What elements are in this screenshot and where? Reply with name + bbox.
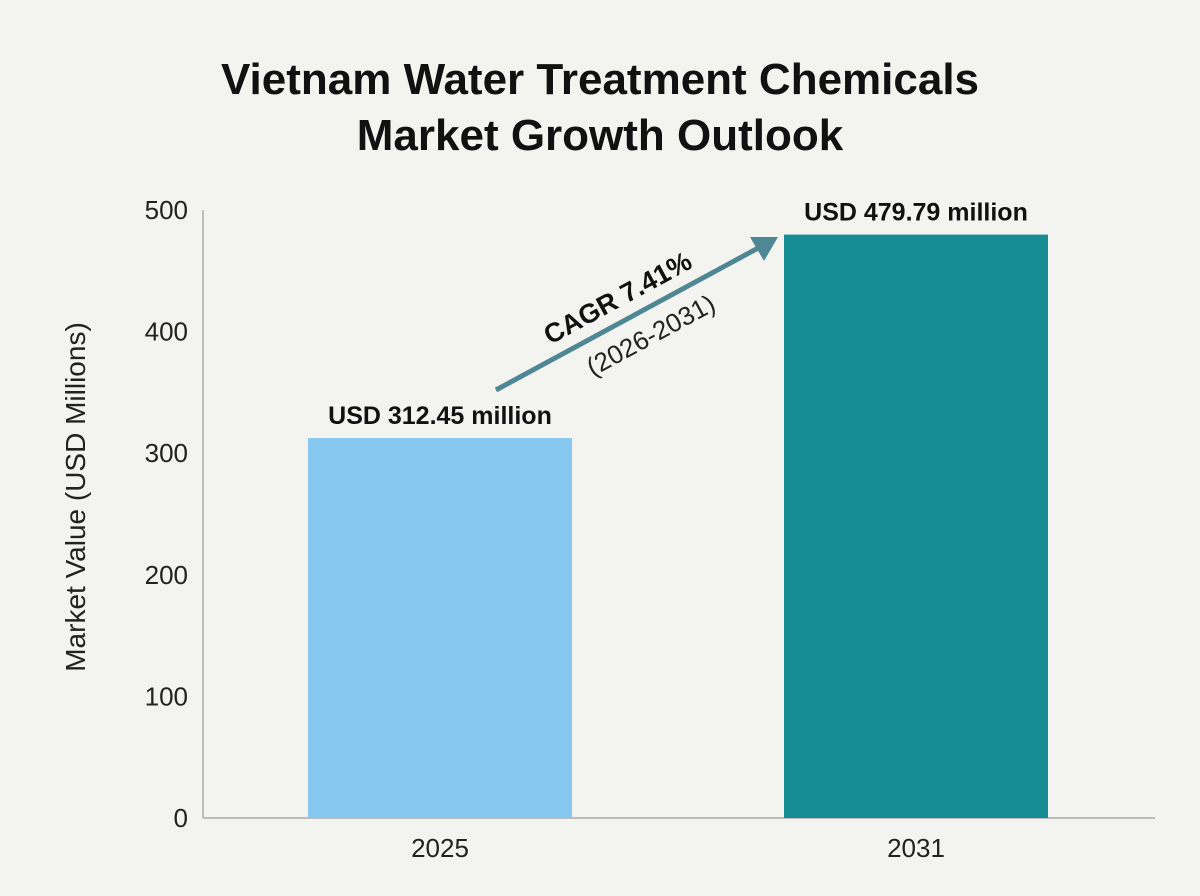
y-tick-labels: 0 100 200 300 400 500 (145, 195, 188, 833)
y-axis-title: Market Value (USD Millions) (60, 322, 91, 672)
bar-data-label: USD 479.79 million (804, 199, 1028, 227)
x-tick-label: 2025 (411, 833, 469, 863)
bar-data-labels: USD 312.45 million USD 479.79 million (328, 199, 1028, 430)
y-tick-label: 300 (145, 438, 188, 468)
y-tick-label: 100 (145, 681, 188, 711)
y-tick-label: 0 (174, 803, 188, 833)
cagr-arrow-head (750, 237, 778, 261)
bars (308, 234, 1048, 818)
y-tick-label: 400 (145, 317, 188, 347)
cagr-arrow (494, 244, 762, 393)
chart-title: Vietnam Water Treatment Chemicals Market… (100, 52, 1100, 164)
y-tick-label: 500 (145, 195, 188, 225)
x-tick-labels: 2025 2031 (411, 833, 945, 863)
chart-title-line-2: Market Growth Outlook (356, 111, 844, 160)
cagr-annotation: CAGR 7.41% (2026-2031) (494, 237, 778, 393)
bar-2031 (784, 234, 1048, 818)
y-tick-label: 200 (145, 560, 188, 590)
chart-title-line-1: Vietnam Water Treatment Chemicals (220, 55, 980, 104)
bar-2025 (308, 438, 572, 818)
bar-data-label: USD 312.45 million (328, 402, 552, 430)
x-tick-label: 2031 (887, 833, 945, 863)
